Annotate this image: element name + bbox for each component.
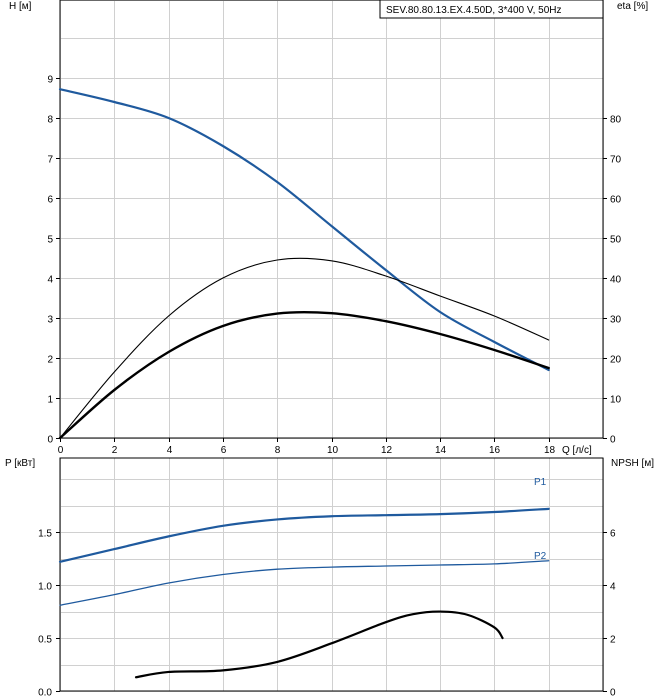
npsh-tick-label: 6	[610, 529, 616, 540]
chart-title-box	[379, 0, 604, 19]
h-tick-label: 9	[47, 75, 53, 86]
eta-tick-label: 50	[610, 235, 622, 246]
p2-series-label: P2	[534, 551, 547, 562]
h-tick-label: 3	[47, 315, 53, 326]
p1-power-curve	[58, 507, 550, 563]
q-tick-label: 12	[381, 445, 393, 456]
q-tick-label: 8	[275, 445, 281, 456]
eta-tick-label: 0	[610, 435, 616, 446]
q-tick-label: 2	[112, 445, 118, 456]
eta-tick-label: 40	[610, 275, 622, 286]
top-series	[58, 88, 550, 440]
npsh-tick-label: 4	[610, 582, 616, 593]
h-tick-label: 4	[47, 275, 53, 286]
h-tick-label: 2	[47, 355, 53, 366]
h-tick-label: 1	[47, 395, 53, 406]
q-tick-label: 16	[489, 445, 501, 456]
h-tick-label: 7	[47, 155, 53, 166]
bottom-plot-frame	[59, 457, 604, 692]
q-tick-label: 4	[167, 445, 173, 456]
p2-power-curve	[59, 560, 550, 606]
p1-series-label: P1	[534, 477, 547, 488]
eta-tick-label: 20	[610, 355, 622, 366]
h-tick-label: 8	[47, 115, 53, 126]
p-tick-label: 0.5	[38, 635, 52, 646]
chart-title: SEV.80.80.13.EX.4.50D, 3*400 V, 50Hz	[386, 5, 562, 16]
p-tick-label: 1.5	[38, 529, 52, 540]
bottom-ticks: 0.0 0.5 1.0 1.5 0 2 4 6	[38, 529, 616, 699]
efficiency-curve-lower	[58, 310, 550, 440]
q-tick-label: 18	[544, 445, 556, 456]
p-axis-title: P [кВт]	[5, 458, 35, 469]
p-tick-label: 1.0	[38, 582, 52, 593]
p-tick-label: 0.0	[38, 688, 52, 699]
bottom-series	[58, 507, 550, 679]
h-tick-label: 5	[47, 235, 53, 246]
h-tick-label: 6	[47, 195, 53, 206]
q-tick-label: 0	[58, 445, 64, 456]
head-curve	[58, 88, 550, 372]
npsh-tick-label: 0	[610, 688, 616, 699]
top-plot-frame	[59, 0, 604, 439]
npsh-axis-title: NPSH [м]	[611, 458, 654, 469]
eta-axis-title: eta [%]	[617, 1, 648, 12]
bottom-grid	[60, 458, 604, 692]
h-tick-label: 0	[47, 435, 53, 446]
h-axis-title: H [м]	[9, 1, 32, 12]
npsh-tick-label: 2	[610, 635, 616, 646]
q-tick-label: 6	[221, 445, 227, 456]
eta-tick-label: 80	[610, 115, 622, 126]
eta-tick-label: 60	[610, 195, 622, 206]
efficiency-curve-upper	[59, 257, 550, 439]
eta-tick-label: 70	[610, 155, 622, 166]
eta-tick-label: 10	[610, 395, 622, 406]
q-tick-label: 10	[327, 445, 339, 456]
q-tick-label: 14	[435, 445, 447, 456]
npsh-curve	[134, 610, 504, 679]
q-axis-title: Q [л/с]	[562, 445, 592, 456]
eta-tick-label: 30	[610, 315, 622, 326]
